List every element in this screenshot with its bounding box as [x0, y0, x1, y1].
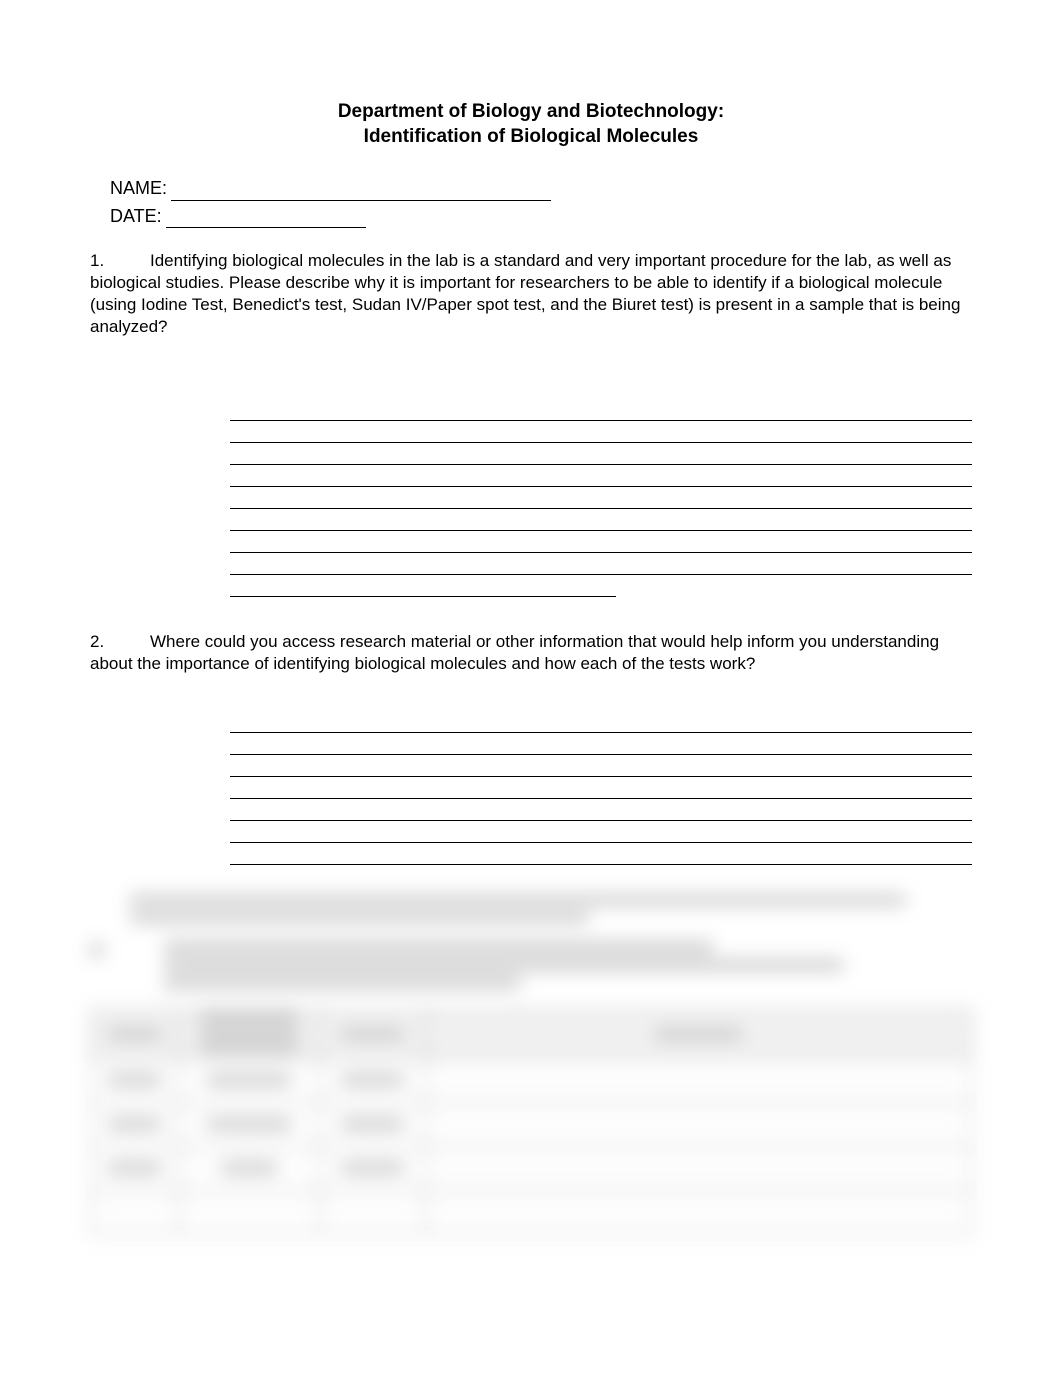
- name-input-line[interactable]: [171, 183, 551, 201]
- table-cell: [179, 1146, 320, 1190]
- table-cell: [425, 1058, 971, 1102]
- table-cell: [320, 1146, 426, 1190]
- table-cell: [320, 1190, 426, 1234]
- answer-line[interactable]: [230, 755, 972, 777]
- question-1-body: Identifying biological molecules in the …: [150, 250, 972, 378]
- table-cell: [425, 1146, 971, 1190]
- table-cell: [425, 1190, 971, 1234]
- header-line-1: Department of Biology and Biotechnology:: [90, 100, 972, 125]
- answer-line[interactable]: [230, 843, 972, 865]
- question-2-text: Where could you access research material…: [90, 631, 972, 675]
- blur-text-line: [164, 959, 843, 971]
- table-cell: [91, 1058, 179, 1102]
- answer-line[interactable]: [230, 711, 972, 733]
- date-label: DATE:: [110, 205, 162, 228]
- date-field-row: DATE:: [110, 205, 972, 228]
- table-cell: [179, 1058, 320, 1102]
- question-2-body: Where could you access research material…: [150, 631, 972, 691]
- question-1-text: Identifying biological molecules in the …: [90, 250, 972, 338]
- question-1-text-content: Identifying biological molecules in the …: [90, 251, 960, 336]
- table-header-cell: [91, 1009, 179, 1058]
- answer-line[interactable]: [230, 509, 972, 531]
- blurred-table: [90, 1009, 972, 1235]
- table-cell: [320, 1058, 426, 1102]
- table-row: [91, 1190, 972, 1234]
- table-header-cell: [179, 1009, 320, 1058]
- table-cell: [179, 1190, 320, 1234]
- blurred-q3-number: [90, 943, 104, 957]
- name-label: NAME:: [110, 177, 167, 200]
- blur-line: [130, 913, 589, 923]
- blurred-extra-lines: [90, 895, 972, 923]
- table-header-cell: [425, 1009, 971, 1058]
- table-cell: [91, 1146, 179, 1190]
- page-header: Department of Biology and Biotechnology:…: [90, 100, 972, 149]
- table-row: [91, 1058, 972, 1102]
- blurred-q3-text: [164, 941, 972, 995]
- answer-line[interactable]: [230, 733, 972, 755]
- answer-line[interactable]: [230, 421, 972, 443]
- date-input-line[interactable]: [166, 210, 366, 228]
- name-field-row: NAME:: [110, 177, 972, 200]
- table-header-row: [91, 1009, 972, 1058]
- question-2-answer-lines: [230, 711, 972, 865]
- question-1: 1. Identifying biological molecules in t…: [90, 250, 972, 378]
- table-row: [91, 1102, 972, 1146]
- answer-line[interactable]: [230, 777, 972, 799]
- question-2-text-content: Where could you access research material…: [90, 632, 939, 673]
- answer-line[interactable]: [230, 821, 972, 843]
- answer-line[interactable]: [230, 531, 972, 553]
- question-2: 2. Where could you access research mater…: [90, 631, 972, 691]
- answer-line[interactable]: [230, 553, 972, 575]
- blur-line: [130, 895, 906, 905]
- blurred-preview-section: [90, 895, 972, 1235]
- answer-line[interactable]: [230, 465, 972, 487]
- table-cell: [320, 1102, 426, 1146]
- blur-text-line: [164, 977, 520, 989]
- blur-text-line: [164, 941, 713, 953]
- name-date-block: NAME: DATE:: [90, 177, 972, 228]
- table-cell: [425, 1102, 971, 1146]
- table-cell: [179, 1102, 320, 1146]
- answer-line[interactable]: [230, 443, 972, 465]
- answer-line[interactable]: [230, 399, 972, 421]
- answer-line[interactable]: [230, 799, 972, 821]
- table-cell: [91, 1102, 179, 1146]
- blurred-question-3: [90, 941, 972, 995]
- question-1-answer-lines: [230, 399, 972, 597]
- header-line-2: Identification of Biological Molecules: [90, 125, 972, 150]
- answer-line-short[interactable]: [230, 575, 616, 597]
- table-header-cell: [320, 1009, 426, 1058]
- table-cell: [91, 1190, 179, 1234]
- table-row: [91, 1146, 972, 1190]
- answer-line[interactable]: [230, 487, 972, 509]
